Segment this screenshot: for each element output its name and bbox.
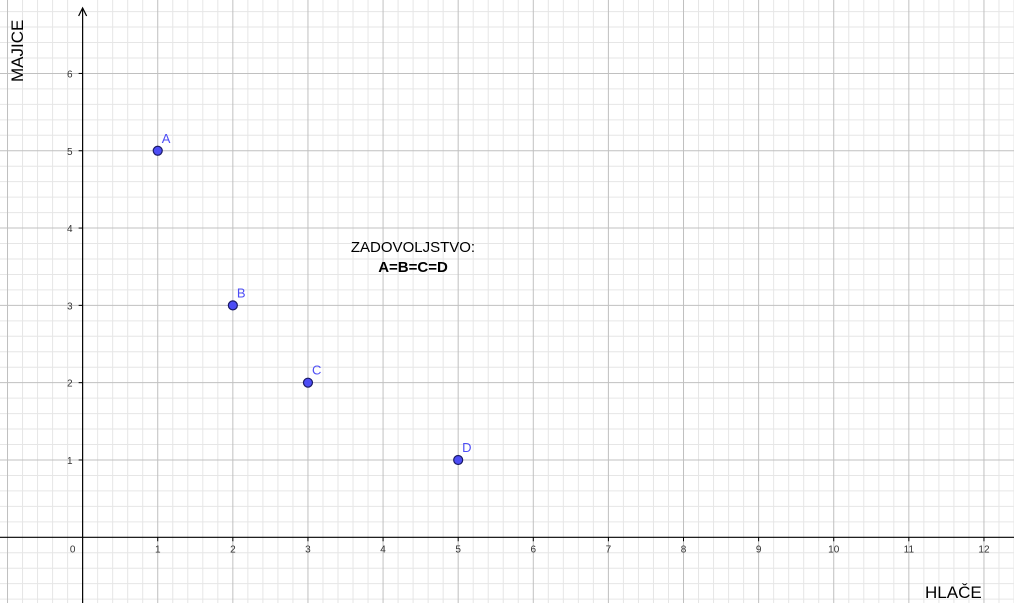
x-tick-label: 1	[155, 544, 161, 555]
y-tick-label: 4	[67, 224, 73, 235]
point-label-b: B	[237, 285, 246, 300]
x-tick-label: 12	[978, 544, 990, 555]
note-equation: A=B=C=D	[378, 259, 448, 276]
point-d[interactable]	[453, 454, 464, 466]
x-tick-label: 7	[606, 544, 612, 555]
point-a[interactable]	[152, 145, 163, 156]
y-tick-label: 5	[67, 147, 73, 158]
y-axis-label: MAJICE	[8, 19, 27, 82]
points[interactable]: A B C D	[152, 131, 472, 466]
x-tick-label: 3	[305, 544, 311, 555]
x-tick-label: 9	[756, 544, 762, 555]
point-label-a: A	[162, 131, 171, 146]
y-tick-label: 3	[67, 301, 73, 312]
x-tick-label: 0	[70, 544, 76, 555]
point-c[interactable]	[302, 377, 314, 388]
satisfaction-note: ZADOVOLJSTVO: A=B=C=D	[333, 238, 493, 278]
x-tick-label: 11	[904, 544, 915, 555]
y-tick-label: 6	[67, 69, 73, 80]
y-tick-label: 2	[67, 379, 73, 390]
x-tick-label: 4	[380, 544, 386, 555]
y-axis-arrow	[78, 6, 88, 17]
point-b[interactable]	[227, 300, 238, 311]
x-tick-label: 10	[828, 544, 840, 555]
point-label-d: D	[462, 440, 471, 455]
x-tick-label: 5	[455, 544, 461, 555]
y-tick-label: 1	[67, 456, 73, 467]
note-title: ZADOVOLJSTVO:	[350, 239, 476, 256]
x-tick-label: 8	[681, 544, 687, 555]
x-tick-label: 2	[230, 544, 236, 555]
x-tick-label: 6	[531, 544, 537, 555]
point-label-c: C	[312, 363, 321, 378]
x-axis-label: HLAČE	[925, 583, 982, 602]
